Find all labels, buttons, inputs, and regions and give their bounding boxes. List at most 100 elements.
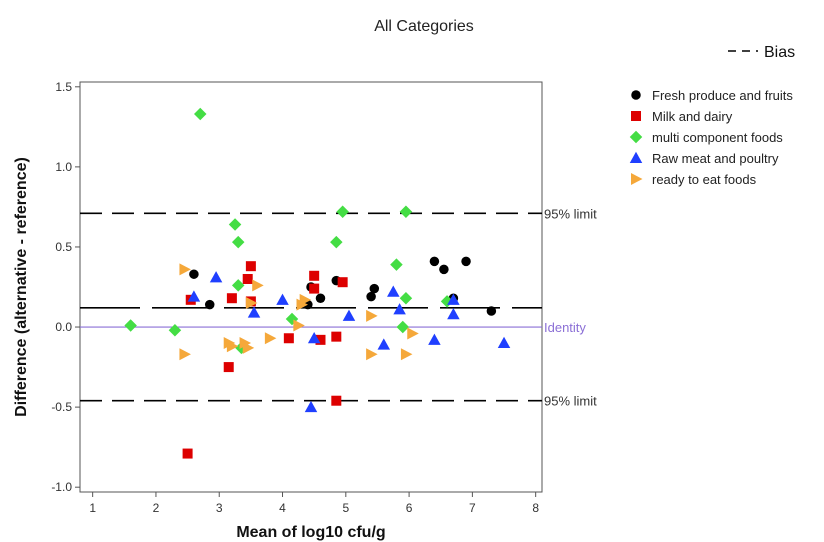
data-point-square (182, 448, 193, 459)
y-tick-label: 1.5 (55, 80, 72, 94)
x-tick-label: 4 (279, 501, 286, 515)
data-point-circle (439, 264, 449, 275)
data-point-square (331, 395, 342, 406)
legend-marker (631, 90, 641, 100)
data-point-diamond (330, 235, 343, 249)
data-point-circle (369, 283, 380, 294)
data-point-triangle-right (264, 332, 277, 345)
data-point-square (337, 277, 348, 288)
data-point-square (331, 331, 342, 342)
data-point-circle (189, 269, 199, 279)
data-point-triangle (428, 333, 441, 345)
plot-area (79, 81, 543, 493)
data-point-triangle-right (296, 298, 309, 311)
bias-legend: Bias (728, 44, 795, 61)
data-point-triangle-right (226, 340, 239, 353)
data-point-circle (486, 306, 497, 316)
x-tick-label: 7 (469, 501, 476, 515)
data-point-circle (366, 291, 376, 302)
data-point-diamond (336, 205, 349, 218)
legend-label: ready to eat foods (652, 172, 757, 187)
y-tick-label: 0.0 (55, 320, 72, 334)
data-point-triangle (304, 400, 318, 413)
data-point-triangle-right (179, 348, 191, 361)
data-point-triangle-right (407, 327, 419, 340)
legend-label: Raw meat and poultry (652, 151, 779, 166)
y-tick-label: 0.5 (55, 240, 72, 254)
data-point-diamond (396, 320, 410, 334)
data-point-triangle (387, 285, 400, 297)
data-point-triangle (497, 336, 511, 349)
data-point-square (309, 283, 320, 294)
y-tick-label: -0.5 (51, 400, 72, 414)
data-point-triangle (247, 306, 261, 318)
y-axis-label: Difference (alternative - reference) (13, 157, 30, 417)
legend-label: Fresh produce and fruits (652, 88, 793, 103)
x-tick-label: 6 (406, 501, 413, 515)
data-points (124, 107, 511, 459)
y-tick-label: 1.0 (55, 160, 72, 174)
data-point-triangle-right (366, 309, 378, 322)
legend-marker (629, 130, 643, 144)
x-axis-label: Mean of log10 cfu/g (236, 524, 385, 541)
data-point-square (309, 270, 320, 281)
x-tick-label: 8 (532, 501, 539, 515)
data-point-square (242, 273, 253, 284)
upper-limit-label: 95% limit (544, 206, 597, 221)
x-tick-label: 1 (89, 501, 96, 515)
data-point-square (315, 334, 326, 345)
legend-label: Milk and dairy (652, 109, 733, 124)
data-point-diamond (231, 279, 245, 292)
data-point-square (226, 293, 237, 304)
data-point-triangle-right (299, 293, 312, 306)
data-point-diamond (390, 258, 403, 271)
data-point-triangle-right (179, 263, 191, 276)
x-tick-label: 3 (216, 501, 223, 515)
legend-marker (629, 151, 643, 163)
data-point-circle (461, 256, 471, 267)
data-point-circle (204, 299, 215, 310)
y-tick-label: -1.0 (51, 480, 72, 494)
data-point-diamond (124, 319, 137, 332)
data-point-triangle (342, 309, 356, 321)
bias-legend-label: Bias (764, 44, 795, 61)
data-point-diamond (168, 323, 182, 337)
chart-title: All Categories (374, 18, 474, 35)
data-point-triangle (393, 303, 406, 315)
data-point-diamond (399, 205, 413, 218)
data-point-triangle (447, 293, 460, 305)
legend-marker (631, 111, 641, 121)
data-point-diamond (399, 291, 413, 305)
data-point-triangle-right (400, 348, 413, 361)
data-point-square (245, 261, 256, 272)
reference-lines: Identity 95% limit 95% limit (80, 206, 597, 409)
x-axis: 1 2 3 4 5 6 7 8 (89, 492, 539, 515)
data-point-triangle (447, 307, 460, 320)
data-point-square (223, 362, 234, 373)
data-point-circle (315, 293, 326, 303)
legend-label: multi component foods (652, 130, 783, 145)
data-point-diamond (228, 218, 242, 231)
data-point-triangle (307, 332, 321, 344)
x-tick-label: 2 (153, 501, 160, 515)
data-point-triangle (209, 271, 223, 283)
series-legend: Fresh produce and fruits Milk and dairy mu… (629, 88, 793, 187)
data-point-triangle-right (245, 297, 258, 310)
data-point-triangle-right (366, 348, 378, 361)
data-point-triangle (276, 293, 289, 305)
data-point-diamond (231, 235, 245, 249)
y-axis: -1.0 -0.5 0.0 0.5 1.0 1.5 (51, 80, 80, 494)
data-point-triangle-right (252, 279, 264, 292)
data-point-triangle (187, 290, 201, 302)
x-tick-label: 5 (342, 501, 349, 515)
data-point-triangle (377, 338, 391, 350)
lower-limit-label: 95% limit (544, 394, 597, 409)
legend-marker (631, 173, 643, 185)
data-point-triangle-right (293, 319, 305, 332)
data-point-triangle-right (239, 337, 252, 350)
data-point-circle (429, 256, 440, 267)
data-point-square (283, 333, 294, 344)
identity-label: Identity (544, 320, 586, 335)
data-point-diamond (193, 107, 207, 121)
